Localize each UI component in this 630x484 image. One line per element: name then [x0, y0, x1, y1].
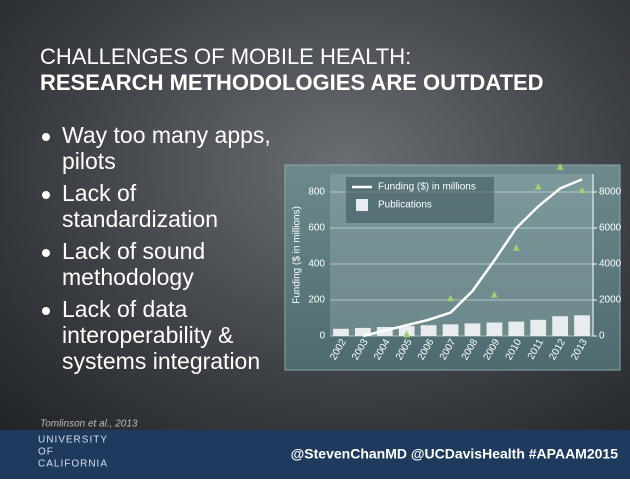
bullet-text: interoperability & [62, 322, 233, 348]
y-axis-label: Funding ($ in millions) [292, 206, 303, 304]
bar [464, 323, 481, 336]
logo-line: OF [38, 447, 54, 458]
title-line: RESEARCH METHODOLOGIES ARE OUTDATED [40, 70, 544, 95]
legend-box [346, 177, 494, 223]
legend-label: Funding ($) in millions [378, 182, 476, 193]
y2-tick-label: 4000 [599, 259, 622, 270]
bar [420, 325, 437, 336]
y-tick-label: 400 [308, 259, 325, 270]
triangle-marker [490, 291, 498, 298]
bullet-text: systems integration [62, 348, 260, 374]
y2-tick-label: 8000 [599, 187, 622, 198]
y-tick-label: 800 [308, 187, 325, 198]
triangle-marker [556, 163, 564, 170]
y2-tick-label: 6000 [599, 223, 622, 234]
y-tick-label: 600 [308, 223, 325, 234]
bar [442, 324, 459, 336]
bar [486, 322, 503, 336]
bullet-text: standardization [62, 206, 218, 232]
footer-text: @StevenChanMD @UCDavisHealth #APAAM2015 [291, 446, 619, 462]
bar [530, 319, 547, 336]
bullet-text: methodology [62, 264, 194, 290]
triangle-marker [512, 244, 520, 251]
legend-swatch [356, 199, 368, 211]
y2-tick-label: 0 [599, 331, 605, 342]
logo-line: CALIFORNIA [38, 459, 108, 470]
citation: Tomlinson et al., 2013 [40, 419, 138, 430]
legend-label: Publications [378, 200, 432, 211]
bullet-text: Way too many apps, [62, 122, 271, 148]
triangle-marker [578, 186, 586, 194]
bullet-dot [42, 249, 50, 257]
bullet-text: Lack of data [62, 296, 188, 322]
bar [333, 328, 349, 336]
footer-bar [0, 430, 630, 479]
bullet-text: Lack of sound [62, 238, 205, 264]
title-line: CHALLENGES OF MOBILE HEALTH: [40, 44, 411, 69]
triangle-marker [447, 294, 455, 302]
bar [354, 327, 371, 336]
bar [508, 321, 525, 336]
triangle-marker [534, 183, 542, 190]
logo-line: UNIVERSITY [38, 435, 108, 446]
bullet-dot [42, 191, 50, 199]
bullet-dot [42, 133, 50, 141]
triangle-marker [403, 330, 411, 338]
y-tick-label: 200 [308, 295, 325, 306]
bar [574, 315, 590, 336]
bullet-text: Lack of [62, 180, 137, 206]
y2-tick-label: 2000 [599, 295, 622, 306]
bullet-dot [42, 307, 50, 315]
y-tick-label: 0 [319, 331, 325, 342]
funding-line [362, 178, 583, 338]
bullet-text: pilots [62, 148, 116, 174]
bullet-list: Way too many apps,pilots Lack ofstandardi… [42, 122, 271, 374]
bar [552, 316, 569, 336]
